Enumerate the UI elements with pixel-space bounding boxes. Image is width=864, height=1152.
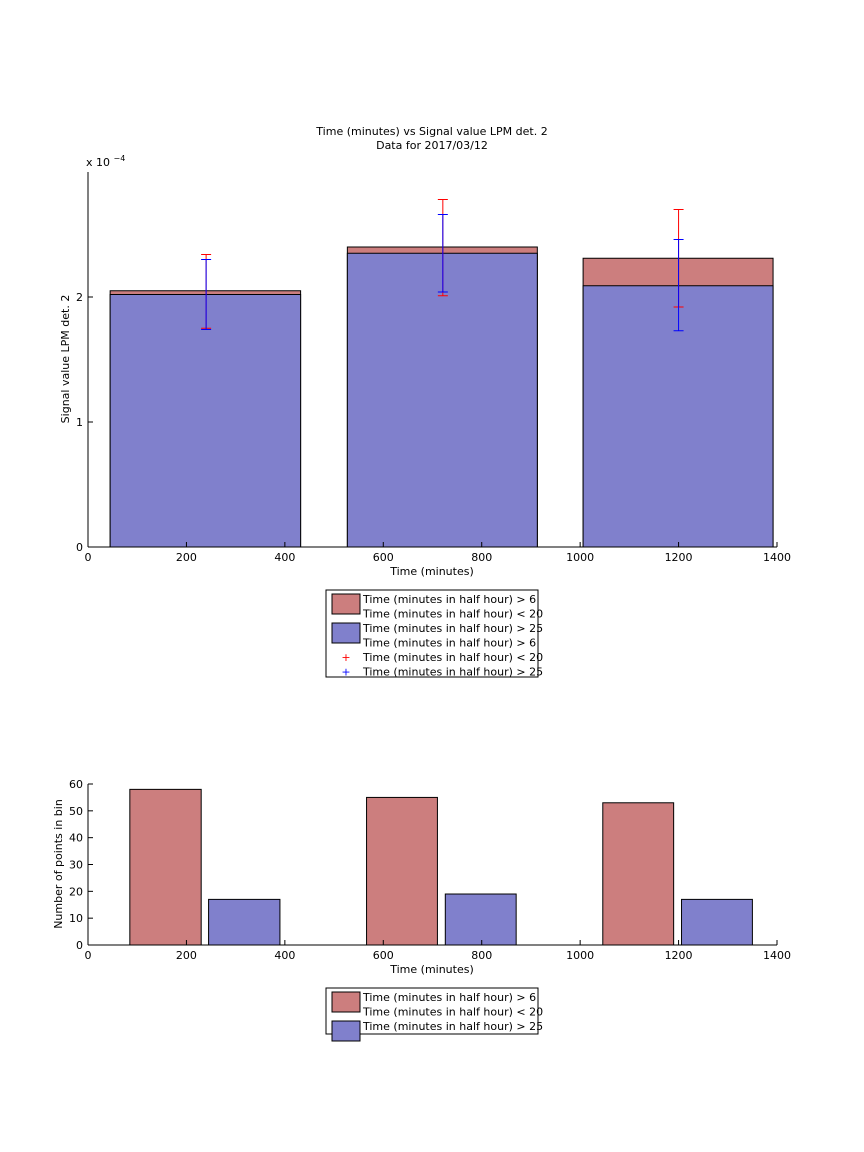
chart2-bars xyxy=(129,788,753,946)
chart1-legend-swatch xyxy=(331,593,361,615)
chart2-legend-label: Time (minutes in half hour) < 20 xyxy=(362,1006,543,1019)
chart1-legend-label: Time (minutes in half hour) > 6 xyxy=(362,637,536,650)
chart1-x-axis-label: Time (minutes) xyxy=(389,565,474,578)
chart1-legend-label: Time (minutes in half hour) > 6 xyxy=(362,593,536,606)
chart1-x-tick-label: 0 xyxy=(85,551,92,564)
chart2-y-tick-label: 10 xyxy=(69,912,83,925)
chart2-legend-swatch xyxy=(331,1020,361,1042)
chart2-bar xyxy=(602,802,675,946)
chart1-y-tick-label: 0 xyxy=(76,541,83,554)
chart2-bar xyxy=(681,898,753,946)
chart1-x-tick-label: 1200 xyxy=(665,551,693,564)
chart1-subtitle: Data for 2017/03/12 xyxy=(376,139,488,152)
chart2-x-tick-label: 1000 xyxy=(566,949,594,962)
chart2-axes: 0 200 400 600 800 1000 1200 1400 0 10 20 30 40 50 60 xyxy=(69,778,791,962)
chart2-x-tick-label: 400 xyxy=(274,949,295,962)
chart2-legend: Time (minutes in half hour) > 6 Time (min… xyxy=(325,987,543,1042)
chart2-x-tick-label: 1200 xyxy=(665,949,693,962)
chart1-legend-marker: + xyxy=(341,666,350,679)
chart2-y-tick-label: 20 xyxy=(69,885,83,898)
chart1-legend-swatch xyxy=(331,622,361,644)
chart2-bar xyxy=(444,893,517,946)
chart1-y-tick-label: 2 xyxy=(76,291,83,304)
chart2-bar xyxy=(208,898,281,946)
chart1-title: Time (minutes) vs Signal value LPM det. … xyxy=(315,125,547,138)
chart1-legend-box xyxy=(325,589,539,678)
chart2-x-tick-label: 0 xyxy=(85,949,92,962)
chart2-legend-swatch xyxy=(331,991,361,1013)
chart1-x-tick-label: 1400 xyxy=(763,551,791,564)
chart2-x-tick-label: 200 xyxy=(176,949,197,962)
chart1-errorbars xyxy=(201,199,684,332)
chart2-y-tick-label: 30 xyxy=(69,859,83,872)
chart1-y-exponent-power: −4 xyxy=(114,154,126,163)
chart1-x-tick-label: 1000 xyxy=(566,551,594,564)
chart1-x-tick-label: 800 xyxy=(471,551,492,564)
chart2-legend-label: Time (minutes in half hour) > 6 xyxy=(362,991,536,1004)
chart2-legend-box xyxy=(325,987,539,1035)
chart1-legend-label: Time (minutes in half hour) > 25 xyxy=(362,622,543,635)
chart2-y-tick-label: 0 xyxy=(76,939,83,952)
chart2-y-tick-label: 40 xyxy=(69,832,83,845)
chart2-x-axis-label: Time (minutes) xyxy=(389,963,474,976)
chart2-x-tick-label: 800 xyxy=(471,949,492,962)
chart1-x-tick-label: 200 xyxy=(176,551,197,564)
chart1-legend-label: Time (minutes in half hour) < 20 xyxy=(362,608,543,621)
chart2-bar xyxy=(129,788,202,946)
chart2-y-tick-label: 50 xyxy=(69,805,83,818)
chart2-legend-label: Time (minutes in half hour) > 25 xyxy=(362,1020,543,1033)
chart2-y-axis-label: Number of points in bin xyxy=(52,799,65,929)
chart1-bar-blue xyxy=(109,294,302,548)
chart1-y-exponent-base: x 10 xyxy=(86,156,110,169)
chart2-x-tick-label: 1400 xyxy=(763,949,791,962)
chart2-y-tick-label: 60 xyxy=(69,778,83,791)
chart1-axes: 0 200 400 600 800 1000 1200 1400 0 1 2 xyxy=(76,172,791,564)
chart2-bar xyxy=(366,796,438,946)
chart1-y-tick-label: 1 xyxy=(76,416,83,429)
chart1-legend-label: Time (minutes in half hour) < 20 xyxy=(362,651,543,664)
chart1-legend-marker: + xyxy=(341,651,350,664)
chart2-x-tick-label: 600 xyxy=(373,949,394,962)
chart1-bar-blue xyxy=(346,252,538,548)
chart1-legend-label: Time (minutes in half hour) > 25 xyxy=(362,666,543,679)
chart1-x-tick-label: 400 xyxy=(274,551,295,564)
chart1-x-tick-label: 600 xyxy=(373,551,394,564)
chart1-y-axis-label: Signal value LPM det. 2 xyxy=(59,295,72,424)
chart1-y-exponent: x 10 −4 xyxy=(86,154,125,169)
